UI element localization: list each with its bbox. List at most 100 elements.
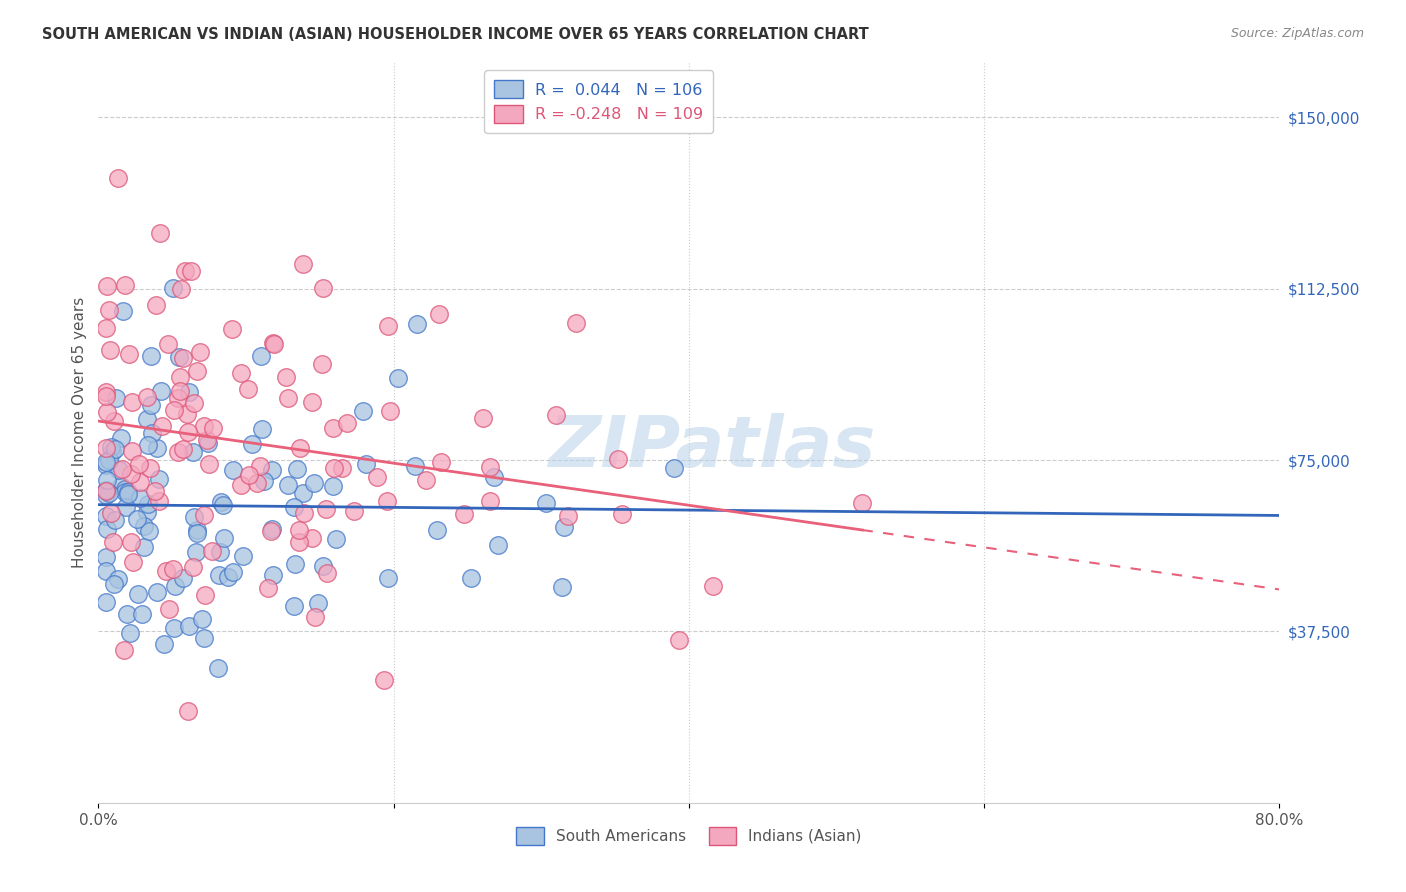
Point [262, 568, 284, 582]
Point [120, 467, 142, 482]
Point [180, 264, 202, 278]
Point [103, 414, 125, 428]
Point [292, 506, 315, 520]
Point [107, 463, 129, 477]
Point [110, 479, 132, 493]
Point [103, 577, 125, 591]
Point [101, 534, 124, 549]
Point [377, 571, 399, 585]
Point [169, 369, 191, 384]
Point [94, 441, 117, 455]
Point [250, 422, 273, 436]
Point [100, 506, 122, 520]
Point [101, 444, 124, 458]
Point [172, 351, 194, 365]
Point [149, 226, 172, 240]
Point [332, 460, 354, 475]
Point [315, 502, 337, 516]
Point [429, 455, 451, 469]
Point [322, 478, 344, 492]
Point [207, 661, 229, 675]
Point [162, 621, 184, 635]
Point [111, 462, 134, 476]
Point [166, 445, 188, 459]
Point [96, 550, 118, 565]
Point [283, 599, 305, 613]
Point [354, 457, 377, 471]
Point [104, 513, 127, 527]
Point [174, 264, 197, 278]
Point [201, 544, 224, 558]
Point [198, 457, 221, 471]
Point [150, 419, 173, 434]
Point [380, 404, 402, 418]
Point [135, 505, 157, 519]
Point [153, 637, 176, 651]
Point [238, 468, 260, 483]
Point [193, 631, 215, 645]
Point [212, 532, 235, 546]
Point [536, 496, 558, 510]
Point [343, 504, 366, 518]
Point [146, 585, 169, 599]
Point [129, 491, 152, 505]
Point [325, 532, 347, 546]
Text: SOUTH AMERICAN VS INDIAN (ASIAN) HOUSEHOLDER INCOME OVER 65 YEARS CORRELATION CH: SOUTH AMERICAN VS INDIAN (ASIAN) HOUSEHO… [42, 27, 869, 42]
Point [114, 482, 136, 496]
Point [453, 507, 475, 521]
Point [702, 579, 724, 593]
Point [260, 524, 283, 539]
Point [157, 602, 180, 616]
Point [148, 493, 170, 508]
Point [177, 705, 200, 719]
Point [249, 458, 271, 473]
Point [195, 433, 218, 447]
Point [94, 488, 117, 502]
Point [352, 404, 374, 418]
Point [373, 673, 395, 687]
Point [336, 416, 359, 430]
Point [128, 458, 150, 472]
Point [291, 486, 314, 500]
Point [194, 588, 217, 602]
Point [283, 500, 305, 514]
Point [139, 398, 162, 412]
Point [184, 545, 207, 559]
Point [117, 607, 139, 622]
Point [263, 335, 285, 350]
Point [172, 571, 194, 585]
Point [472, 410, 495, 425]
Point [551, 580, 574, 594]
Point [221, 322, 243, 336]
Point [139, 350, 162, 364]
Point [169, 350, 191, 364]
Point [98, 302, 121, 317]
Point [134, 540, 156, 554]
Point [851, 496, 873, 510]
Point [121, 534, 143, 549]
Point [107, 572, 129, 586]
Point [114, 484, 136, 499]
Point [217, 570, 239, 584]
Point [231, 367, 253, 381]
Point [406, 318, 429, 332]
Point [553, 520, 575, 534]
Point [117, 484, 139, 499]
Point [186, 523, 208, 537]
Text: ZIPatlas: ZIPatlas [548, 413, 876, 482]
Point [263, 337, 285, 351]
Point [94, 455, 117, 469]
Point [112, 303, 135, 318]
Point [253, 474, 276, 488]
Point [316, 566, 339, 580]
Point [146, 441, 169, 455]
Point [165, 579, 187, 593]
Point [156, 337, 179, 351]
Point [208, 544, 231, 558]
Point [127, 587, 149, 601]
Point [177, 425, 200, 439]
Point [94, 458, 117, 473]
Point [125, 512, 148, 526]
Point [94, 384, 117, 399]
Point [100, 440, 122, 454]
